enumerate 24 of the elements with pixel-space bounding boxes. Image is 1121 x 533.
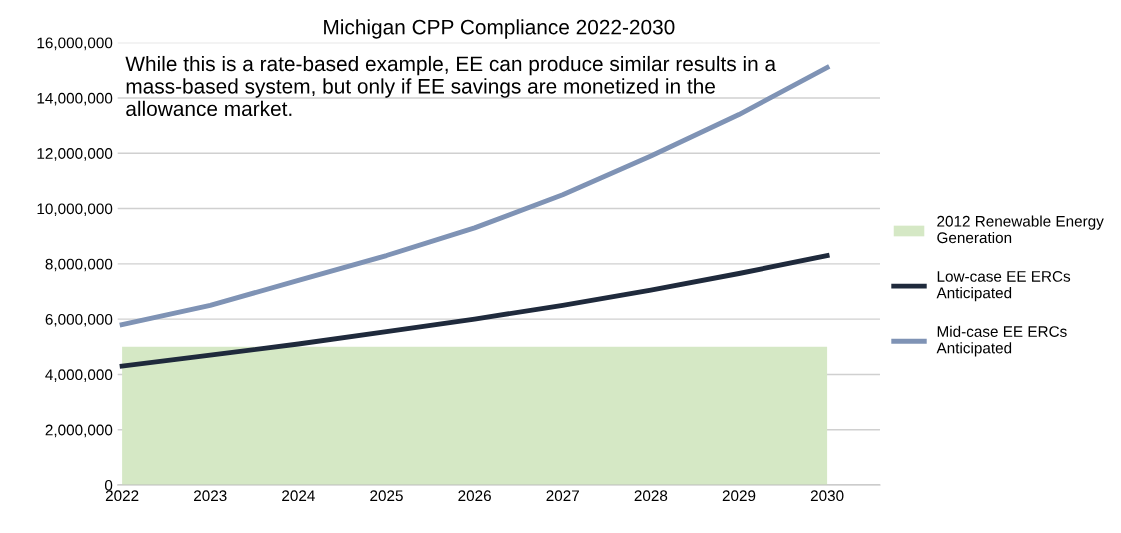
- x-tick-label: 2025: [370, 490, 403, 502]
- y-tick-label: 4,000,000: [45, 369, 113, 382]
- y-tick-label: 10,000,000: [37, 203, 113, 217]
- annotation: While this is a rate-based example, EE can produce similar results in a mass-based system, but only if EE savings are monetized in the allowance market.: [125, 55, 777, 117]
- legend-label: Low-case EE ERCs Anticipated: [936, 271, 1071, 302]
- legend-label: 2012 Renewable Energy Generation: [937, 215, 1104, 244]
- x-tick-label: 2024: [282, 490, 315, 502]
- chart-title: Michigan CPP Compliance 2022-2030: [324, 19, 675, 39]
- y-tick-label: 0: [104, 479, 113, 491]
- x-tick-label: 2026: [458, 490, 491, 502]
- y-tick-label: 14,000,000: [37, 92, 113, 106]
- x-tick-label: 2029: [722, 490, 756, 502]
- x-tick-label: 2030: [810, 490, 844, 502]
- y-tick-label: 2,000,000: [45, 424, 113, 438]
- y-tick-label: 12,000,000: [37, 148, 113, 161]
- legend-label: Mid-case EE ERCs Anticipated: [936, 325, 1067, 357]
- x-tick-label: 2023: [194, 490, 227, 502]
- x-tick-label: 2022: [105, 490, 139, 502]
- y-tick-label: 16,000,000: [37, 37, 113, 51]
- x-tick-label: 2027: [546, 490, 579, 502]
- line-series: [119, 253, 830, 369]
- y-tick-label: 8,000,000: [45, 258, 113, 272]
- x-tick-label: 2028: [634, 490, 668, 502]
- y-tick-label: 6,000,000: [45, 314, 113, 327]
